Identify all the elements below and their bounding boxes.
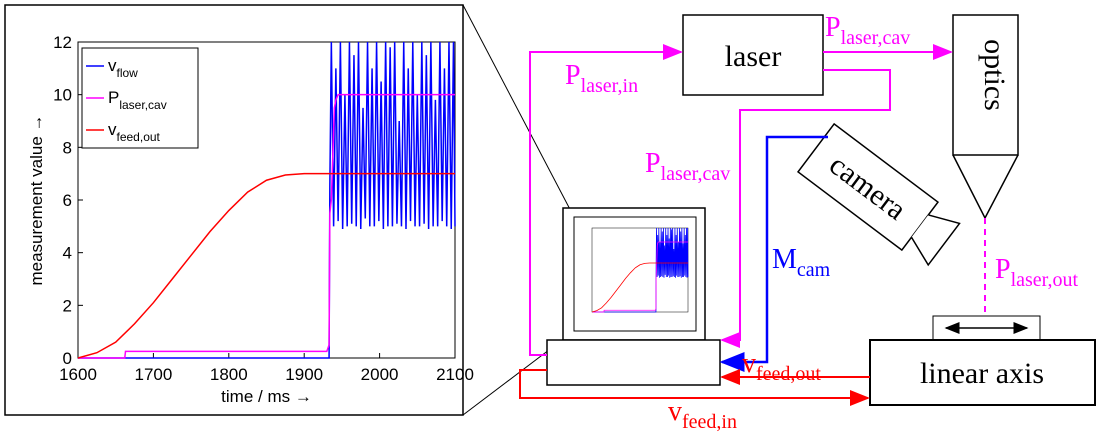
zoom-line [463, 5, 574, 217]
signal-label: vfeed,out [742, 348, 821, 385]
signal-label: Plaser,cav [645, 148, 730, 185]
y-tick-label: 12 [53, 33, 72, 52]
label-base: M [772, 244, 797, 275]
page: {"chart_data": {"type": "line", "xlabel"… [0, 0, 1101, 432]
y-tick-label: 4 [63, 244, 72, 263]
label-sub: laser,in [581, 75, 639, 97]
legend-label-base: P [108, 88, 119, 107]
legend-label-sub: flow [117, 66, 139, 80]
y-tick-label: 6 [63, 191, 72, 210]
signal-label: Plaser,cav [825, 12, 910, 49]
figure: laser optics camera linear axis Plaser,i… [0, 0, 1101, 432]
x-tick-label: 1700 [134, 365, 172, 384]
signal-label: vfeed,in [668, 396, 737, 432]
x-tick-label: 1900 [285, 365, 323, 384]
label-sub: feed,out [756, 363, 821, 385]
x-axis-label: time / ms → [221, 387, 312, 406]
computer-base [547, 340, 720, 385]
x-tick-label: 1600 [59, 365, 97, 384]
linear-axis-label: linear axis [920, 357, 1044, 390]
label-sub: laser,cav [661, 163, 731, 185]
legend-label-sub: laser,cav [119, 98, 166, 112]
label-sub: laser,cav [841, 27, 911, 49]
label-sub: laser,out [1011, 269, 1079, 291]
signal-label: Plaser,out [995, 254, 1079, 291]
label-sub: feed,in [682, 411, 737, 432]
camera: camera [798, 124, 962, 268]
y-tick-label: 8 [63, 138, 72, 157]
label-sub: cam [797, 259, 831, 281]
label-base: P [645, 148, 661, 179]
x-tick-label: 2100 [436, 365, 474, 384]
label-base: P [565, 60, 581, 91]
laser-label: laser [725, 40, 782, 73]
optics-nozzle [953, 155, 1018, 218]
signal-label: Plaser,in [565, 60, 638, 97]
signal-label: Mcam [772, 244, 831, 281]
legend-label-sub: feed,out [117, 130, 161, 144]
label-base: v [742, 348, 756, 379]
y-axis-label: measurement value → [27, 114, 46, 285]
optics-label: optics [978, 39, 1011, 111]
y-tick-label: 2 [63, 296, 72, 315]
x-tick-label: 1800 [210, 365, 248, 384]
label-base: P [825, 12, 841, 43]
label-base: v [668, 396, 682, 427]
y-tick-label: 10 [53, 86, 72, 105]
x-tick-label: 2000 [361, 365, 399, 384]
label-base: P [995, 254, 1011, 285]
